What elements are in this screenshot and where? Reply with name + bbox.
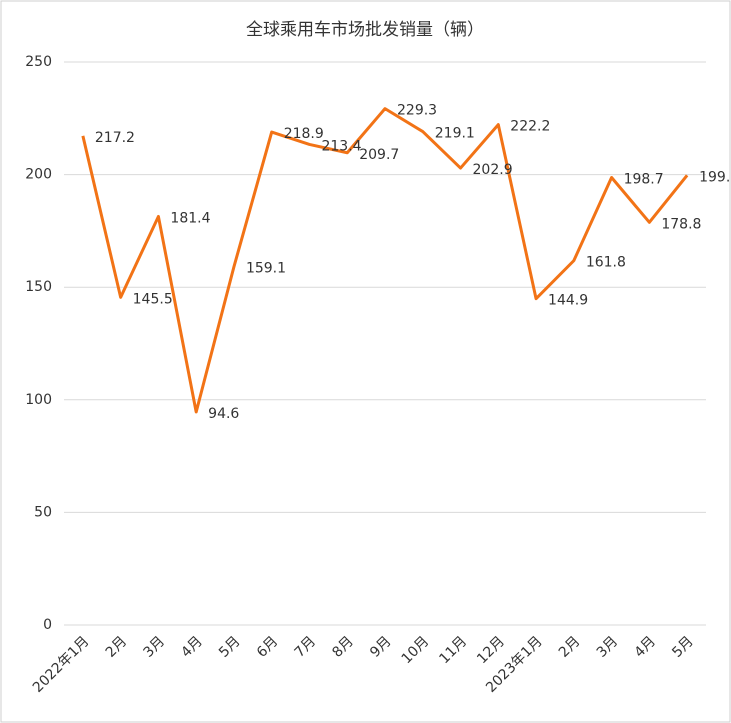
data-label: 161.8 [586, 255, 626, 271]
data-label: 178.8 [661, 216, 701, 232]
y-tick-label: 250 [25, 54, 52, 70]
data-label: 181.4 [170, 210, 210, 226]
data-label: 159.1 [246, 261, 286, 277]
data-label: 198.7 [624, 172, 664, 188]
data-label: 209.7 [359, 147, 399, 163]
y-tick-label: 100 [25, 392, 52, 408]
data-label: 219.1 [435, 126, 475, 142]
y-tick-label: 200 [25, 167, 52, 183]
data-label: 199.7 [699, 169, 731, 185]
data-label: 94.6 [208, 406, 239, 422]
y-tick-label: 0 [43, 617, 52, 633]
data-line [81, 107, 689, 414]
y-tick-label: 150 [25, 279, 52, 295]
data-label: 213.4 [321, 138, 361, 154]
data-label: 144.9 [548, 293, 588, 309]
data-label: 217.2 [95, 130, 135, 146]
data-label: 218.9 [284, 126, 324, 142]
data-label: 202.9 [473, 162, 513, 178]
chart-title: 全球乘用车市场批发销量（辆） [246, 20, 484, 40]
data-label: 229.3 [397, 103, 437, 119]
data-label: 222.2 [510, 119, 550, 135]
y-tick-label: 50 [34, 504, 52, 520]
data-label: 145.5 [133, 291, 173, 307]
